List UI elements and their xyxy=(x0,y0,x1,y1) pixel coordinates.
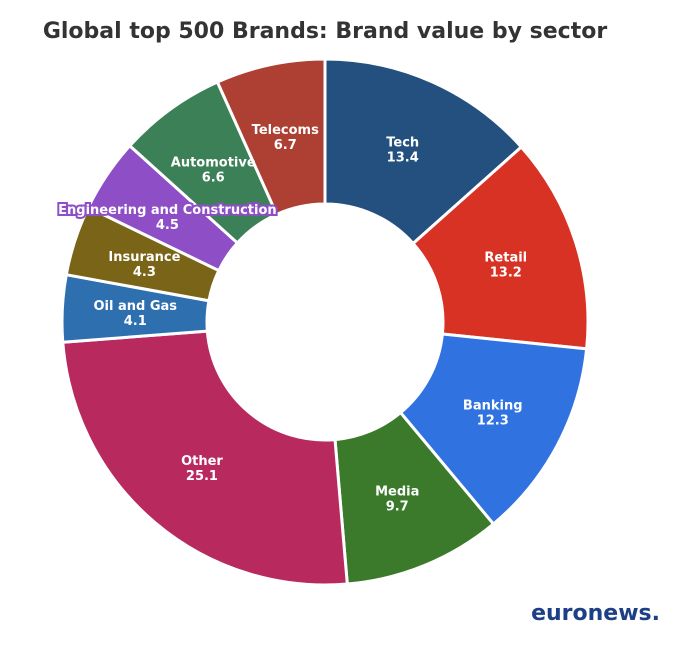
slice-value: 4.5 xyxy=(156,218,179,233)
slice-label: Tech xyxy=(386,136,419,151)
slice-value: 6.7 xyxy=(274,138,297,153)
slice-value: 13.2 xyxy=(490,266,522,281)
slice-value: 25.1 xyxy=(186,469,218,484)
slice-value: 9.7 xyxy=(386,500,409,515)
slice-label: Banking xyxy=(463,398,523,413)
slice-label: Retail xyxy=(484,251,527,266)
slice-value: 4.1 xyxy=(124,314,147,329)
chart-title: Global top 500 Brands: Brand value by se… xyxy=(43,19,607,44)
slice-value: 12.3 xyxy=(477,413,509,428)
donut-slice xyxy=(398,332,589,527)
slice-value: 6.6 xyxy=(202,170,225,185)
slice-label: Telecoms xyxy=(252,123,319,138)
slice-label: Insurance xyxy=(108,250,180,265)
slice-label: Oil and Gas xyxy=(93,299,177,314)
slice-value: 13.4 xyxy=(387,151,419,166)
donut-slice xyxy=(410,144,590,351)
slice-label: Other xyxy=(181,454,223,469)
donut-slice xyxy=(215,57,327,217)
slice-label: Media xyxy=(375,485,419,500)
source-logo: euronews. xyxy=(531,601,660,626)
donut-slice xyxy=(61,329,349,587)
donut-slice xyxy=(323,57,524,246)
slice-value: 4.3 xyxy=(133,265,156,280)
slice-label: Engineering and Construction xyxy=(58,203,277,218)
slice-label: Automotive xyxy=(171,155,256,170)
